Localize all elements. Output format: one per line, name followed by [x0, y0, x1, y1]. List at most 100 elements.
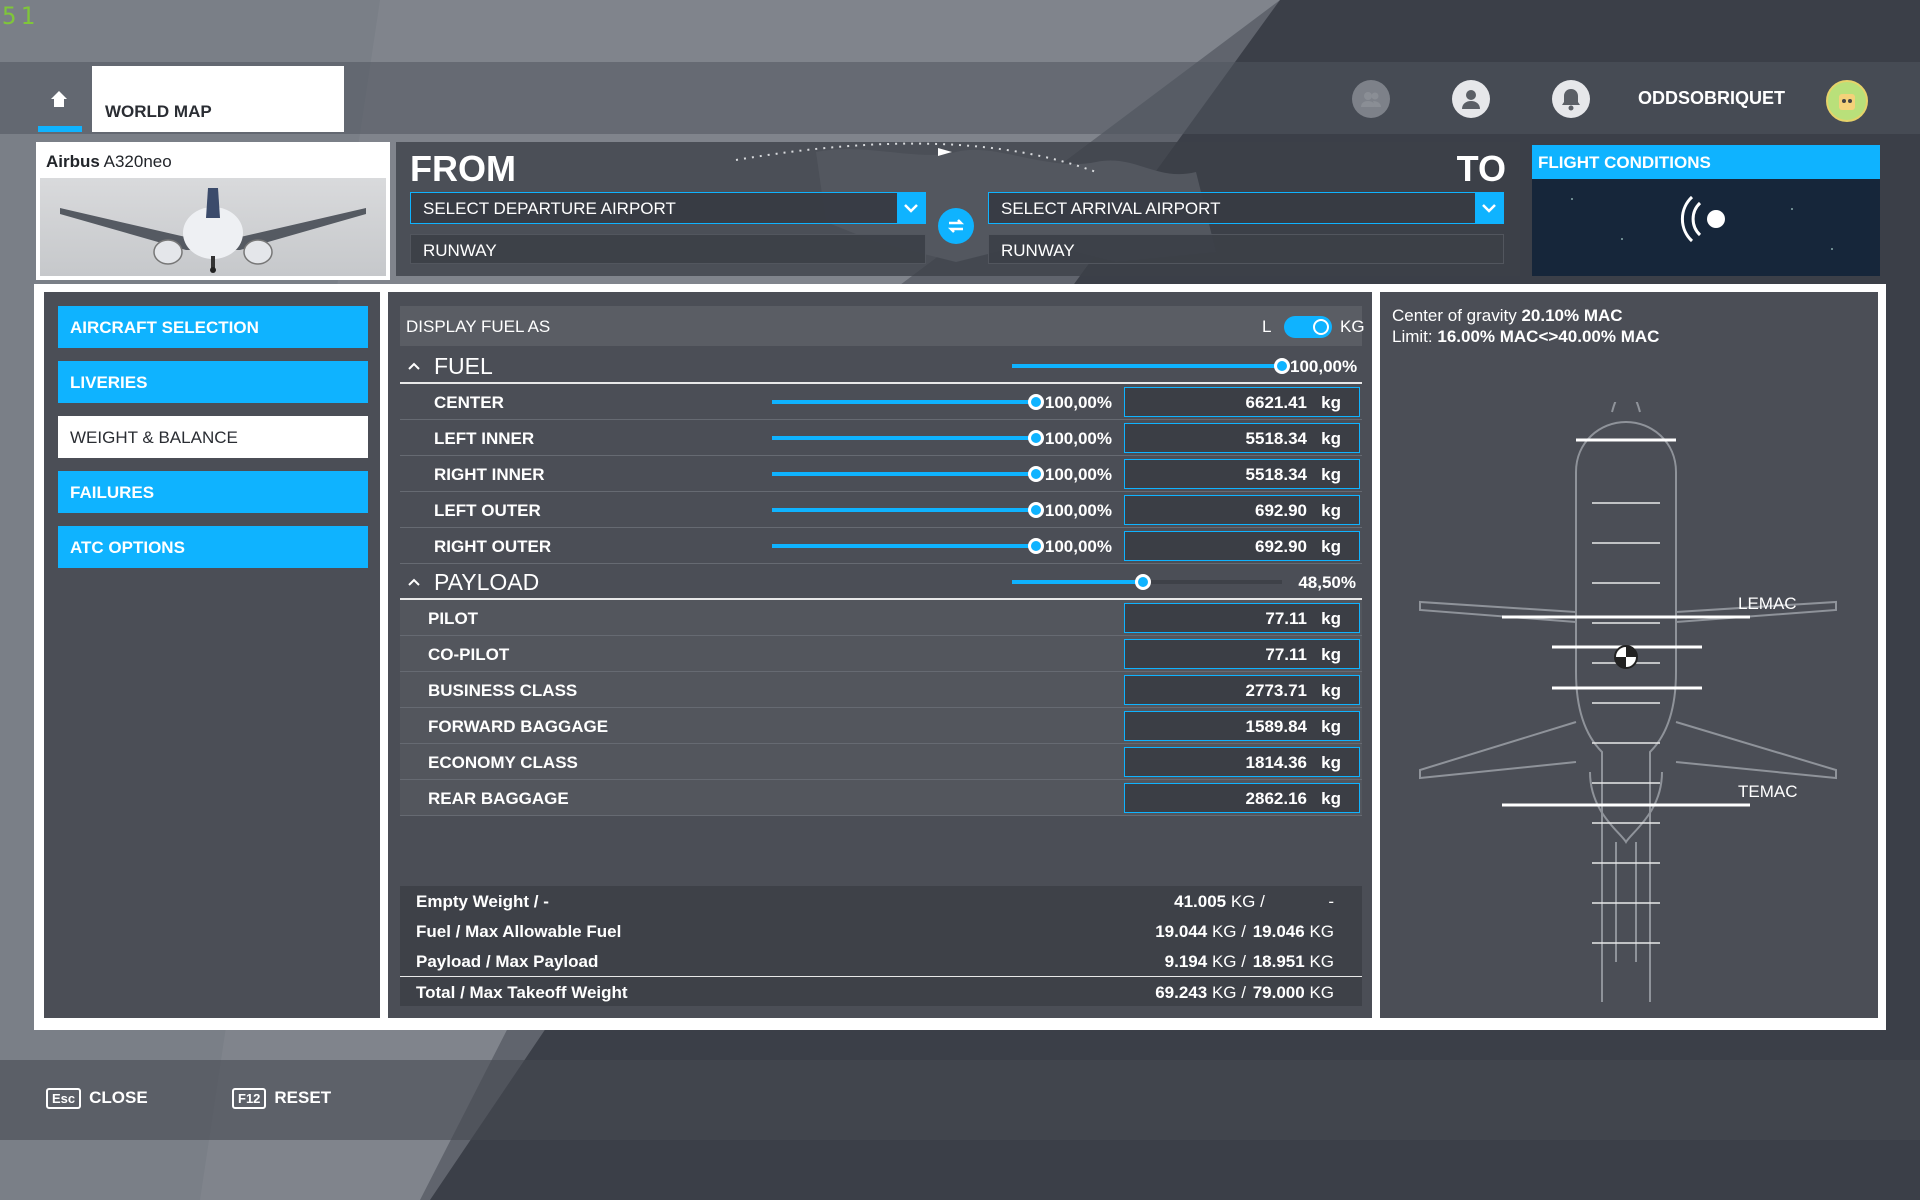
fuel-tank-value-input[interactable]: 5518.34 kg: [1124, 423, 1360, 453]
fuel-tank-value: 692.90: [1255, 537, 1307, 556]
swap-icon: [947, 219, 965, 233]
cg-limit-label: Limit:: [1392, 327, 1433, 346]
payload-station-row: CO-PILOT 77.11 kg: [400, 636, 1362, 672]
payload-slider-fill: [1012, 580, 1143, 584]
home-button[interactable]: [36, 66, 82, 132]
payload-station-row: REAR BAGGAGE 2862.16 kg: [400, 780, 1362, 816]
summary-max-unit: KG: [1309, 983, 1334, 1002]
payload-station-unit: kg: [1321, 609, 1341, 628]
close-button[interactable]: Esc CLOSE: [46, 1088, 148, 1110]
summary-label: Fuel / Max Allowable Fuel: [416, 922, 622, 941]
friends-icon[interactable]: [1352, 80, 1390, 118]
arrival-airport-text: SELECT ARRIVAL AIRPORT: [1001, 199, 1221, 218]
aircraft-name: Airbus A320neo: [46, 152, 172, 171]
nav-aircraft-selection[interactable]: AIRCRAFT SELECTION: [58, 306, 368, 348]
payload-station-value-input[interactable]: 2862.16 kg: [1124, 783, 1360, 813]
aircraft-image: [40, 178, 386, 276]
profile-icon[interactable]: [1452, 80, 1490, 118]
cg-label: Center of gravity: [1392, 306, 1517, 325]
payload-station-name: BUSINESS CLASS: [428, 681, 578, 700]
chevron-up-icon: [408, 578, 420, 586]
payload-station-row: PILOT 77.11 kg: [400, 600, 1362, 636]
fuel-tank-slider-knob[interactable]: [1028, 466, 1044, 482]
payload-station-value-input[interactable]: 1814.36 kg: [1124, 747, 1360, 777]
payload-station-value: 77.11: [1265, 609, 1307, 628]
summary-values: 9.194 KG / 18.951 KG: [1165, 952, 1334, 972]
notification-bell-icon[interactable]: [1552, 80, 1590, 118]
nav-weight-balance[interactable]: WEIGHT & BALANCE: [58, 416, 368, 458]
fuel-tank-slider[interactable]: [772, 538, 1044, 554]
avatar[interactable]: [1826, 80, 1868, 122]
fuel-tank-value: 692.90: [1255, 501, 1307, 520]
payload-station-value-input[interactable]: 1589.84 kg: [1124, 711, 1360, 741]
summary-max: 19.046: [1252, 922, 1305, 941]
fuel-tank-slider-knob[interactable]: [1028, 394, 1044, 410]
fuel-tank-value-input[interactable]: 6621.41 kg: [1124, 387, 1360, 417]
arrival-runway-field[interactable]: RUNWAY: [988, 234, 1504, 264]
aircraft-cg-diagram: [1419, 402, 1837, 1002]
fuel-tank-value-input[interactable]: 692.90 kg: [1124, 531, 1360, 561]
summary-label: Empty Weight / -: [416, 892, 549, 911]
reset-button[interactable]: F12 RESET: [232, 1088, 331, 1110]
fuel-tank-slider[interactable]: [772, 502, 1044, 518]
fuel-tank-slider[interactable]: [772, 466, 1044, 482]
center-of-gravity-panel: Center of gravity 20.10% MAC Limit: 16.0…: [1380, 292, 1878, 1018]
fuel-total-slider[interactable]: [1012, 358, 1290, 374]
fuel-tank-percent: 100,00%: [1044, 537, 1112, 556]
summary-max: 79.000: [1252, 983, 1305, 1002]
fuel-tank-value: 6621.41: [1245, 393, 1307, 412]
payload-section-header[interactable]: PAYLOAD 48,50%: [400, 564, 1362, 600]
payload-station-value-input[interactable]: 2773.71 kg: [1124, 675, 1360, 705]
payload-station-unit: kg: [1321, 753, 1341, 772]
flight-conditions-card[interactable]: FLIGHT CONDITIONS: [1532, 145, 1880, 276]
fuel-tank-value-input[interactable]: 692.90 kg: [1124, 495, 1360, 525]
fuel-total-slider-knob[interactable]: [1274, 358, 1290, 374]
fuel-tank-slider[interactable]: [772, 394, 1044, 410]
fuel-tank-name: RIGHT INNER: [434, 465, 545, 484]
fuel-tank-slider-knob[interactable]: [1028, 502, 1044, 518]
world-map-tab[interactable]: WORLD MAP: [92, 66, 344, 132]
esc-key-hint: Esc: [46, 1088, 82, 1110]
summary-values: 69.243 KG / 79.000 KG: [1155, 983, 1334, 1003]
avatar-icon: [1839, 94, 1855, 110]
fuel-tank-slider-knob[interactable]: [1028, 430, 1044, 446]
cg-value: 20.10% MAC: [1521, 306, 1623, 325]
payload-station-value: 2862.16: [1245, 789, 1307, 808]
payload-station-name: CO-PILOT: [428, 645, 510, 664]
payload-station-unit: kg: [1321, 717, 1341, 736]
payload-total-slider-knob[interactable]: [1134, 574, 1151, 590]
aircraft-card[interactable]: Airbus A320neo: [36, 142, 390, 280]
payload-station-value: 77.11: [1265, 645, 1307, 664]
fuel-unit-toggle[interactable]: [1284, 316, 1332, 338]
payload-total-percent: 48,50%: [1298, 573, 1356, 592]
chevron-down-icon: [897, 193, 925, 223]
home-icon: [51, 91, 67, 107]
payload-station-value-input[interactable]: 77.11 kg: [1124, 639, 1360, 669]
summary-unit: KG /: [1211, 952, 1246, 971]
nav-atc-options[interactable]: ATC OPTIONS: [58, 526, 368, 568]
payload-station-row: ECONOMY CLASS 1814.36 kg: [400, 744, 1362, 780]
payload-total-slider[interactable]: [1012, 574, 1282, 590]
summary-unit: KG /: [1211, 922, 1246, 941]
swap-airports-button[interactable]: [938, 208, 974, 244]
chevron-down-icon: [1475, 193, 1503, 223]
fuel-tank-slider[interactable]: [772, 430, 1044, 446]
fuel-tank-value-input[interactable]: 5518.34 kg: [1124, 459, 1360, 489]
summary-value: 41.005: [1174, 892, 1227, 911]
home-tab-indicator: [38, 126, 82, 132]
nav-liveries[interactable]: LIVERIES: [58, 361, 368, 403]
fuel-tank-row: LEFT INNER 100,00% 5518.34 kg: [400, 420, 1362, 456]
arrival-airport-select[interactable]: SELECT ARRIVAL AIRPORT: [988, 192, 1504, 224]
departure-runway-field[interactable]: RUNWAY: [410, 234, 926, 264]
fuel-tank-slider-knob[interactable]: [1028, 538, 1044, 554]
lemac-label: LEMAC: [1738, 594, 1797, 613]
unit-kg-label: KG: [1340, 317, 1365, 336]
summary-max-unit: -: [1328, 892, 1334, 911]
departure-airport-select[interactable]: SELECT DEPARTURE AIRPORT: [410, 192, 926, 224]
nav-failures[interactable]: FAILURES: [58, 471, 368, 513]
username[interactable]: ODDSOBRIQUET: [1638, 88, 1786, 108]
f12-key-hint: F12: [232, 1088, 267, 1110]
payload-station-value-input[interactable]: 77.11 kg: [1124, 603, 1360, 633]
summary-max-unit: KG: [1309, 952, 1334, 971]
fuel-section-header[interactable]: FUEL 100,00%: [400, 348, 1362, 384]
